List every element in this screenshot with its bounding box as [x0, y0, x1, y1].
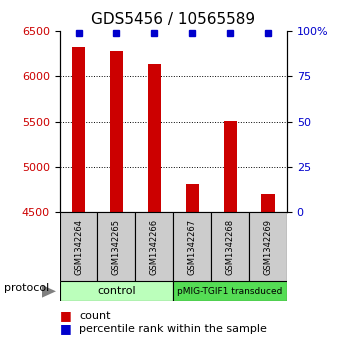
Text: GSM1342267: GSM1342267 — [188, 219, 197, 275]
Bar — [60, 212, 97, 281]
Text: count: count — [79, 311, 111, 321]
Text: ■: ■ — [60, 322, 71, 335]
Bar — [261, 194, 275, 212]
Bar — [72, 47, 85, 212]
Polygon shape — [42, 285, 56, 298]
Bar — [186, 184, 199, 212]
Text: GSM1342265: GSM1342265 — [112, 219, 121, 275]
Text: protocol: protocol — [4, 283, 49, 293]
Bar — [173, 212, 211, 281]
Text: percentile rank within the sample: percentile rank within the sample — [79, 323, 267, 334]
Bar — [223, 121, 237, 212]
Bar — [148, 64, 161, 212]
Text: GSM1342266: GSM1342266 — [150, 219, 159, 275]
Text: control: control — [97, 286, 136, 296]
Bar — [173, 281, 287, 301]
Text: ■: ■ — [60, 309, 71, 322]
Bar — [110, 51, 123, 212]
Title: GDS5456 / 10565589: GDS5456 / 10565589 — [91, 12, 255, 27]
Text: GSM1342264: GSM1342264 — [74, 219, 83, 275]
Bar — [211, 212, 249, 281]
Bar — [97, 212, 135, 281]
Bar — [60, 281, 173, 301]
Text: GSM1342269: GSM1342269 — [264, 219, 273, 275]
Bar — [135, 212, 173, 281]
Text: pMIG-TGIF1 transduced: pMIG-TGIF1 transduced — [178, 287, 283, 296]
Text: GSM1342268: GSM1342268 — [226, 219, 235, 275]
Bar — [249, 212, 287, 281]
